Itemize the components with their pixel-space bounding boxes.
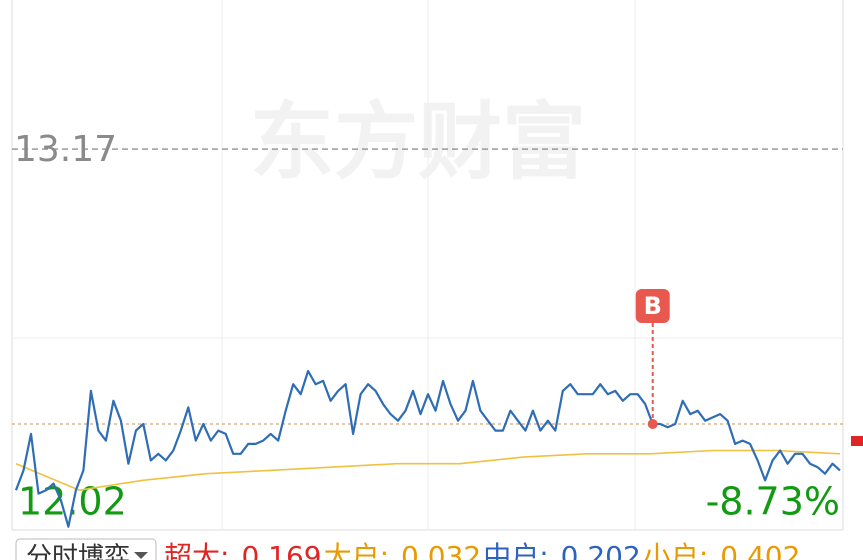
mode-button[interactable] [15,538,157,560]
mode-label[interactable]: 分时博弈 [26,543,130,560]
flow-label: 大户: [324,540,389,560]
signal-badge [635,289,670,323]
flow-label: 超大: [164,540,229,560]
flow-value: 0.032 [401,540,481,560]
dropdown-arrow[interactable] [134,552,148,559]
side-marker [851,436,863,446]
flow-value: 0.202 [561,540,641,560]
watermark: 东方财富 [250,93,586,191]
flow-value: 0.169 [241,540,321,560]
y2-tick-label: -8.73% [706,480,840,524]
flow-label: 小户: [643,540,708,560]
y-tick-label: 13.17 [14,129,117,170]
signal-point [647,419,658,429]
flow-label: 中户: [483,540,548,560]
price-line [15,449,841,491]
price-line [14,369,841,528]
signal-label: B [644,292,662,320]
flow-value: 0.402 [720,540,800,560]
